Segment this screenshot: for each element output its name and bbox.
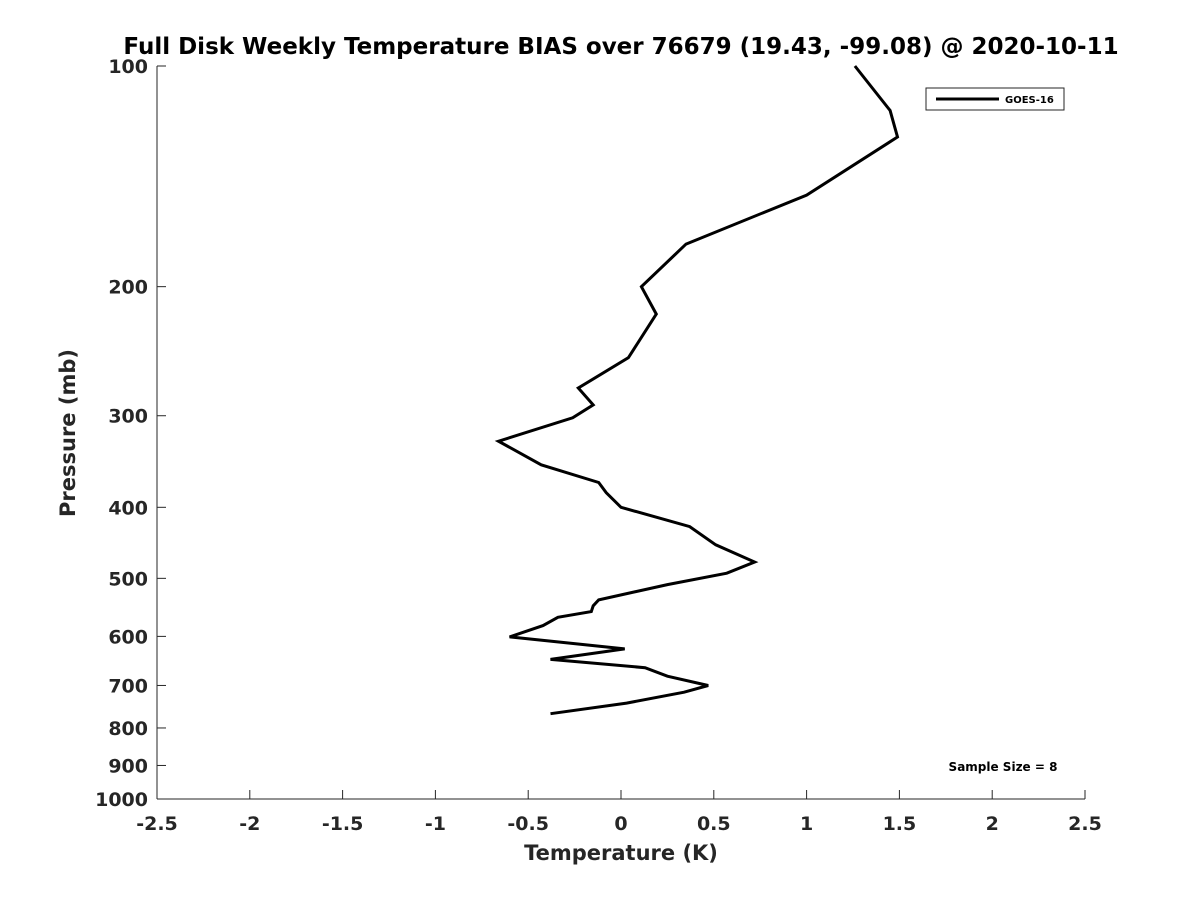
- series-line-goes-16: [494, 65, 900, 716]
- chart-title: Full Disk Weekly Temperature BIAS over 7…: [123, 34, 1118, 60]
- y-tick-label: 200: [108, 277, 148, 299]
- sample-size-annotation: Sample Size = 8: [949, 760, 1058, 774]
- x-tick-label: -2.5: [136, 813, 178, 835]
- y-tick-label: 700: [108, 675, 148, 697]
- y-tick-label: 100: [108, 56, 148, 78]
- x-tick-label: 2: [986, 813, 999, 835]
- y-ticks: 100 200 300 400 500 600 700 800 900 1000: [95, 56, 166, 811]
- series-layer: [494, 65, 900, 716]
- x-tick-label: 0: [614, 813, 627, 835]
- x-ticks: -2.5 -2 -1.5 -1 -0.5 0 0.5 1 1.5 2 2.5: [136, 790, 1102, 835]
- y-axis-label: Pressure (mb): [56, 349, 80, 517]
- y-tick-label: 1000: [95, 789, 148, 811]
- legend-label-goes-16: GOES-16: [1005, 95, 1054, 106]
- y-tick-label: 500: [108, 568, 148, 590]
- x-tick-label: 1: [800, 813, 813, 835]
- x-tick-label: -2: [239, 813, 260, 835]
- x-axis-label: Temperature (K): [524, 841, 718, 865]
- x-tick-label: -0.5: [507, 813, 549, 835]
- y-tick-label: 800: [108, 718, 148, 740]
- y-tick-label: 600: [108, 626, 148, 648]
- x-tick-label: -1: [425, 813, 446, 835]
- x-tick-label: 2.5: [1068, 813, 1102, 835]
- y-tick-label: 400: [108, 497, 148, 519]
- x-tick-label: 1.5: [883, 813, 917, 835]
- x-tick-label: 0.5: [697, 813, 731, 835]
- legend: GOES-16: [925, 87, 1065, 111]
- y-tick-label: 300: [108, 406, 148, 428]
- y-tick-label: 900: [108, 755, 148, 777]
- x-tick-label: -1.5: [322, 813, 364, 835]
